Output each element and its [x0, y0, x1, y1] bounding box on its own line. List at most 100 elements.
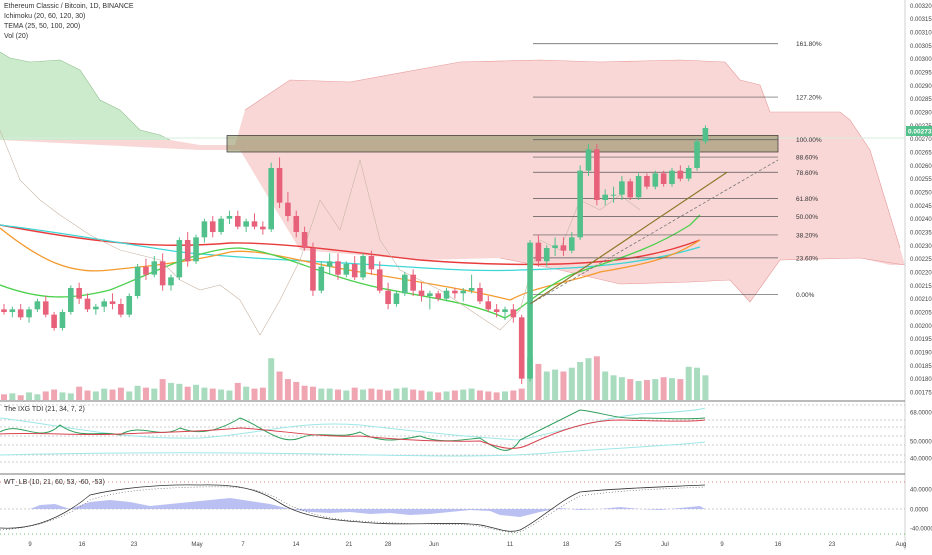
volume-bar [610, 375, 617, 400]
wt-pane: 40.0000 0.0000 -40.0000 [0, 481, 932, 535]
candle-body [343, 264, 350, 275]
volume-bar [702, 375, 709, 400]
candle-body [285, 202, 291, 216]
tema-red-line [0, 224, 701, 266]
volume-bar [309, 386, 316, 400]
candle-body [410, 274, 416, 291]
volume-bar [151, 388, 158, 400]
indicator-vol[interactable]: Vol (20) [4, 33, 29, 40]
time-label-5: 14 [293, 542, 300, 548]
volume-bar [535, 363, 542, 400]
candle-body [585, 149, 592, 171]
volume-bar [618, 377, 625, 400]
trend-lines[interactable] [529, 159, 779, 305]
candle-body [93, 306, 99, 310]
candle-body [310, 248, 316, 291]
candle-body [393, 293, 400, 304]
candle-body [543, 248, 550, 262]
volume-bar [418, 390, 425, 400]
trendline-dashed[interactable] [529, 159, 779, 305]
candle-body [68, 288, 74, 312]
price-badge[interactable]: 0.002737 [908, 129, 932, 136]
candle-body [26, 309, 32, 318]
volume-bar [410, 389, 417, 400]
candle-body [635, 176, 642, 198]
ichimoku-cloud [0, 51, 906, 303]
time-label-1: 16 [79, 542, 86, 548]
lagging-span [0, 129, 641, 336]
candle-body [143, 266, 149, 275]
volume-bars [1, 356, 709, 400]
candle-body [184, 240, 191, 262]
candle-body [260, 226, 266, 230]
volume-bar [251, 388, 258, 400]
fib-label-8: 23.60% [796, 255, 818, 262]
volume-bar [335, 389, 341, 400]
candle-body [552, 245, 558, 248]
candle-body [685, 168, 692, 179]
wt-tick-2: -40.0000 [910, 527, 932, 533]
volume-bar [568, 367, 575, 400]
volume-bar [26, 392, 33, 400]
volume-bar [159, 379, 166, 400]
volume-bar [602, 371, 609, 400]
volume-bar [59, 392, 66, 400]
fibonacci-levels[interactable]: 161.80% 127.20% 100.00% 88.60% 78.60% 61.80% 5… [226, 41, 822, 299]
fib-label-3: 88.60% [796, 155, 818, 162]
volume-bar [84, 390, 91, 400]
candle-body [226, 216, 233, 219]
time-label-13: 9 [720, 542, 724, 548]
candle-body [151, 261, 158, 275]
fib-label-1: 127.20% [796, 95, 822, 102]
candle-body [477, 288, 483, 302]
volume-bar [468, 388, 475, 400]
candle-body [619, 181, 625, 195]
wt-title: WT_LB (10, 21, 60, 53, -60, -53) [4, 479, 105, 486]
candle-body [209, 221, 216, 232]
volume-bar [134, 385, 141, 400]
volume-bar [627, 379, 634, 400]
candle-body [293, 216, 300, 232]
volume-bar [301, 385, 308, 400]
wt-tick-0: 40.0000 [910, 488, 932, 494]
volume-bar [685, 366, 692, 400]
candle-body [235, 216, 241, 227]
candle-body [368, 256, 375, 270]
candle-body [34, 301, 41, 310]
volume-bar [101, 388, 108, 400]
volume-bar [243, 386, 250, 400]
indicator-tema[interactable]: TEMA (25, 50, 100, 200) [4, 23, 81, 30]
time-axis[interactable]: 9 16 23 May 7 14 21 28 Jun 11 18 25 Jul 9 16 23 Aug [28, 542, 906, 548]
tdi-pane: 68.0000 50.0000 40.0000 [0, 404, 932, 463]
wt-signal-line [0, 486, 706, 533]
volume-bar [284, 379, 291, 400]
time-label-4: 7 [241, 542, 245, 548]
candle-body [159, 261, 166, 286]
indicator-ichimoku[interactable]: Ichimoku (20, 60, 120, 30) [4, 13, 86, 20]
volume-bar [42, 391, 49, 400]
candle-body [118, 304, 124, 315]
volume-bar [518, 388, 525, 400]
time-label-0: 9 [28, 542, 32, 548]
volume-bar [660, 377, 667, 400]
volume-bar [184, 386, 191, 400]
tdi-fast-line [0, 409, 706, 451]
time-label-9: 11 [507, 542, 514, 548]
trendline-support[interactable] [529, 171, 728, 305]
volume-bar [226, 390, 233, 400]
volume-bar [176, 383, 183, 400]
fib-label-0: 161.80% [796, 41, 822, 48]
candle-body [535, 242, 542, 262]
